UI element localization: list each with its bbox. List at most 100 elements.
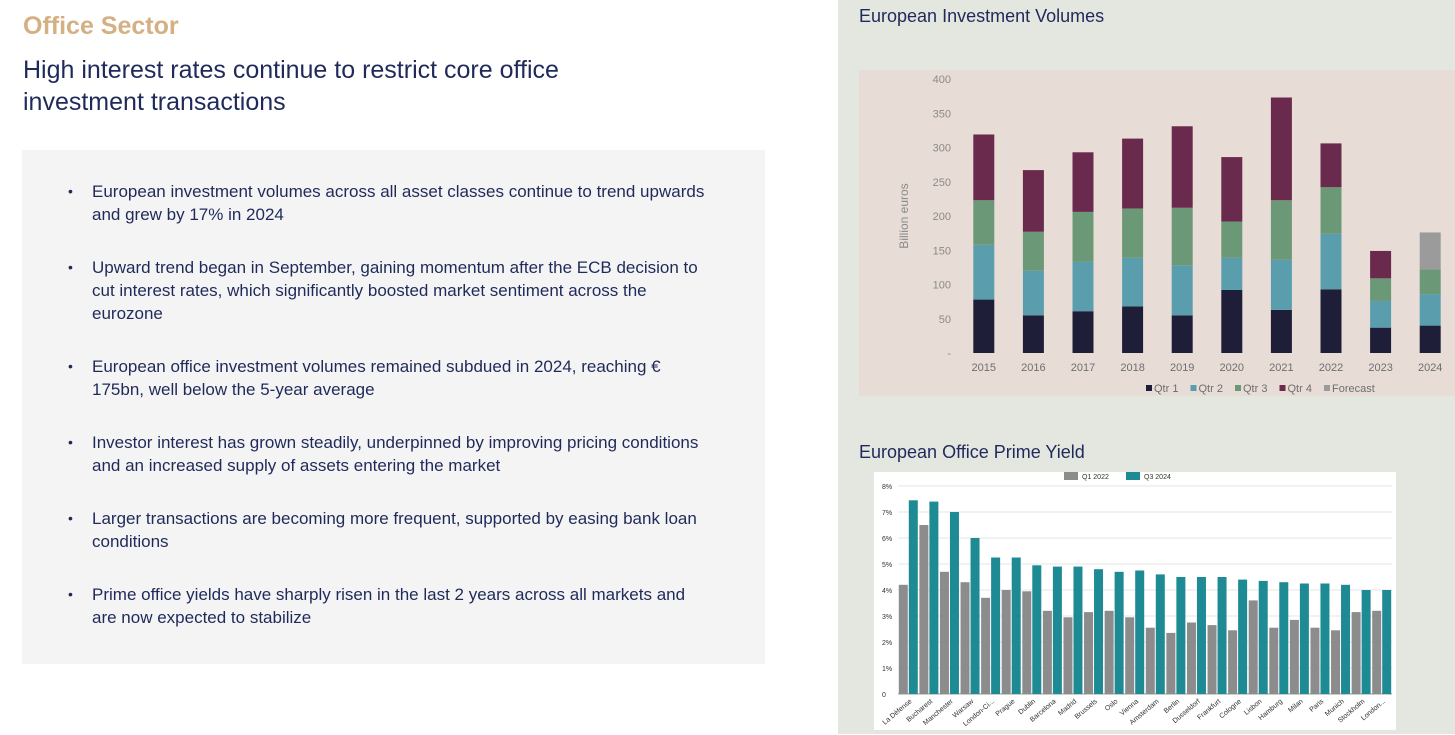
yield-chart-svg: 01%2%3%4%5%6%7%8%La DéfenseBucharestManc… <box>882 472 1392 728</box>
x-tick-label: Cologne <box>1218 698 1243 720</box>
bar <box>1135 570 1145 694</box>
bar-segment <box>1320 143 1342 188</box>
bar <box>1289 619 1299 694</box>
bar <box>939 571 949 694</box>
y-tick-label: 4% <box>882 588 892 595</box>
bar-segment <box>973 200 995 245</box>
y-tick-label: 6% <box>882 536 892 543</box>
bar-segment <box>1370 250 1392 279</box>
bar <box>1331 630 1341 694</box>
bar-segment <box>1122 257 1144 307</box>
bar-segment <box>1122 306 1144 353</box>
headline: High interest rates continue to restrict… <box>23 56 559 116</box>
bar-segment <box>1022 270 1044 316</box>
bar-segment <box>1419 294 1441 326</box>
text-panel: Office Sector High interest rates contin… <box>0 0 838 734</box>
legend-label: Forecast <box>1332 383 1375 395</box>
bar <box>981 597 991 694</box>
bar-segment <box>1221 157 1243 222</box>
bar <box>1341 584 1351 694</box>
legend-swatch <box>1064 472 1078 480</box>
y-tick-label: 200 <box>933 211 951 223</box>
bar-segment <box>1171 265 1193 316</box>
bar <box>1186 622 1196 694</box>
bar-segment <box>1370 327 1392 353</box>
legend-swatch <box>1235 385 1241 391</box>
legend-swatch <box>1126 472 1140 480</box>
x-tick-label: 2018 <box>1120 362 1144 374</box>
bar-segment <box>1419 232 1441 270</box>
bar <box>1258 580 1268 694</box>
y-tick-label: 1% <box>882 666 892 673</box>
bar-segment <box>1320 233 1342 290</box>
x-tick-label: 2017 <box>1071 362 1095 374</box>
bar <box>970 538 980 694</box>
y-tick-label: - <box>947 348 951 360</box>
x-tick-label: 2024 <box>1418 362 1442 374</box>
charts-panel: European Investment Volumes - 50 100 150 200… <box>838 0 1455 734</box>
y-tick-label: 50 <box>939 314 951 326</box>
bar <box>1217 577 1227 694</box>
x-tick-label: Oslo <box>1104 698 1120 713</box>
bar <box>949 512 959 694</box>
bar <box>1145 627 1155 694</box>
bar <box>1320 583 1330 694</box>
legend-label: Qtr 1 <box>1154 383 1178 395</box>
y-tick-label: 100 <box>933 280 951 292</box>
bar <box>1299 583 1309 694</box>
bar-segment <box>1419 269 1441 295</box>
legend-swatch <box>1279 385 1286 391</box>
legend-swatch <box>1146 385 1152 391</box>
bar-segment <box>1221 221 1243 258</box>
bullet-item: Larger transactions are becoming more fr… <box>68 507 708 553</box>
bar <box>1196 577 1206 694</box>
y-tick-label: 400 <box>933 74 951 86</box>
bar <box>898 584 908 694</box>
x-tick-label: Milan <box>1287 698 1304 714</box>
bar <box>908 500 918 694</box>
y-tick-label: 250 <box>933 177 951 189</box>
x-tick-label: Frankfurt <box>1196 698 1222 721</box>
bar <box>1238 579 1248 694</box>
x-tick-label: Berlin <box>1163 698 1181 715</box>
bar-segment <box>1122 138 1144 209</box>
bullet-item: European investment volumes across all a… <box>68 180 708 226</box>
bar <box>1176 577 1186 694</box>
bar <box>1279 582 1289 694</box>
investment-chart-svg: - 50 100 150 200 250 300 350 400 Billion euros 201… <box>897 74 1442 395</box>
yield-chart: 0 1% 2% 3% 4% 5% 6% 7% 8% La Défense Bucharest Manc… <box>874 472 1396 730</box>
bar <box>1372 610 1382 694</box>
x-tick-label: 2020 <box>1220 362 1244 374</box>
investment-chart-title: European Investment Volumes <box>859 6 1105 26</box>
bar-segment <box>1370 300 1392 328</box>
bar-segment <box>1320 289 1342 353</box>
bar-segment <box>1221 257 1243 290</box>
bullet-item: Investor interest has grown steadily, un… <box>68 431 708 477</box>
bar <box>1114 571 1124 694</box>
bullet-item: Prime office yields have sharply risen i… <box>68 583 708 629</box>
bar <box>1032 565 1042 694</box>
bar-segment <box>1072 211 1094 262</box>
bar-segment <box>1270 309 1292 353</box>
bar <box>1361 590 1371 694</box>
y-axis-label: Billion euros <box>897 183 911 248</box>
x-tick-label: 2015 <box>972 362 996 374</box>
bar <box>1382 590 1392 694</box>
bar <box>1011 557 1021 694</box>
bar <box>1022 591 1032 694</box>
legend-label: Qtr 3 <box>1243 383 1267 395</box>
bar-segment <box>1419 325 1441 353</box>
bar <box>991 557 1001 694</box>
bar-segment <box>1072 152 1094 212</box>
y-tick-label: 0 <box>882 692 886 699</box>
bullet-item: European office investment volumes remai… <box>68 355 708 401</box>
bullet-box: European investment volumes across all a… <box>22 150 765 664</box>
bar-segment <box>1122 208 1144 258</box>
bar-segment <box>1171 315 1193 353</box>
x-tick-label: 2016 <box>1021 362 1045 374</box>
bar-segment <box>1171 126 1193 208</box>
bar-segment <box>1072 261 1094 312</box>
bar <box>1042 610 1052 694</box>
x-tick-label: Brussels <box>1074 698 1099 721</box>
bar <box>929 501 939 694</box>
